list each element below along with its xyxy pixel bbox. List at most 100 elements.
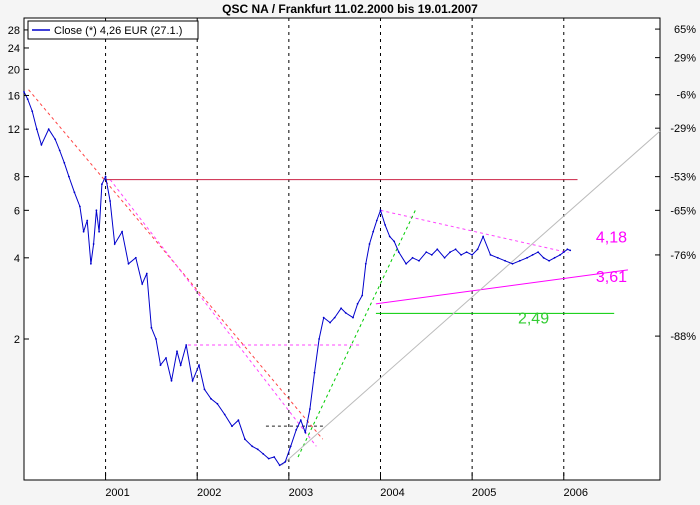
annotation-label-0: 4,18 xyxy=(596,230,627,247)
data-point xyxy=(262,453,265,455)
data-point xyxy=(101,183,103,186)
data-point xyxy=(155,338,157,340)
x-tick-label-2006: 2006 xyxy=(564,487,588,499)
data-point xyxy=(121,230,123,233)
data-point xyxy=(518,259,521,262)
data-point xyxy=(504,259,506,262)
y-tick-label-left-24: 24 xyxy=(8,43,20,55)
data-point xyxy=(531,254,534,256)
data-point xyxy=(566,248,569,251)
data-point xyxy=(176,350,178,353)
y-tick-label-left-6: 6 xyxy=(14,205,20,217)
data-point xyxy=(368,243,371,245)
y-tick-label-left-8: 8 xyxy=(14,172,20,184)
data-point xyxy=(198,364,200,366)
y-tick-label-left-2: 2 xyxy=(14,334,20,346)
data-point xyxy=(191,379,194,382)
data-point xyxy=(278,464,281,467)
data-point xyxy=(216,402,219,405)
x-tick-label-2005: 2005 xyxy=(472,487,496,499)
data-point xyxy=(165,357,167,359)
data-point xyxy=(284,461,287,463)
trendline-4 xyxy=(375,269,628,305)
data-point xyxy=(471,254,473,256)
data-point xyxy=(31,110,34,112)
annotation-layer: 4,18 3,61 2,49 xyxy=(518,230,627,328)
data-point xyxy=(159,364,162,366)
data-point xyxy=(104,175,107,178)
data-point xyxy=(251,445,254,448)
legend: Close (*) 4,26 EUR (27.1.) xyxy=(27,20,199,40)
data-point xyxy=(569,249,572,252)
axis-layer: 2001 2002 2003 2004 2005 2006 28 24 20 16 12 8 6 4 2 65… xyxy=(8,24,696,499)
x-tick-label-2002: 2002 xyxy=(197,487,221,499)
data-point xyxy=(40,143,43,146)
data-point xyxy=(329,321,331,324)
data-point xyxy=(388,235,391,238)
data-point xyxy=(73,191,76,194)
data-point xyxy=(179,364,182,366)
data-point xyxy=(322,316,325,319)
data-point xyxy=(203,388,206,391)
data-point xyxy=(309,408,311,410)
data-point xyxy=(411,256,414,259)
y-tick-label-right: -65% xyxy=(670,205,696,217)
trendline-0 xyxy=(28,89,324,440)
data-point xyxy=(273,456,276,458)
data-point xyxy=(47,128,50,131)
legend-box xyxy=(27,20,199,40)
data-point xyxy=(210,397,212,400)
data-point xyxy=(553,256,556,259)
data-point xyxy=(295,429,298,431)
annotation-label-1: 3,61 xyxy=(596,269,627,286)
data-point xyxy=(318,338,320,340)
y-tick-label-right: 29% xyxy=(674,53,696,65)
data-point xyxy=(364,262,367,265)
data-point xyxy=(352,316,354,319)
y-tick-label-right: -53% xyxy=(670,172,696,184)
data-point xyxy=(98,230,100,233)
data-point xyxy=(86,219,89,222)
y-tick-label-left-28: 28 xyxy=(8,25,20,37)
data-point xyxy=(465,251,468,254)
data-point xyxy=(405,262,407,265)
data-point xyxy=(68,175,70,178)
data-point xyxy=(289,445,292,448)
data-point xyxy=(244,438,246,441)
data-point xyxy=(237,419,240,422)
data-point xyxy=(537,251,539,254)
data-point xyxy=(393,240,396,243)
data-point xyxy=(223,413,226,416)
series-layer xyxy=(23,91,572,467)
x-tick-label-2003: 2003 xyxy=(289,487,313,499)
data-point xyxy=(231,425,233,428)
data-point xyxy=(256,448,259,451)
data-point xyxy=(425,251,428,254)
legend-label: Close (*) 4,26 EUR (27.1.) xyxy=(54,25,182,37)
data-point xyxy=(372,230,375,233)
data-point xyxy=(109,200,111,202)
grid-layer xyxy=(105,18,565,480)
data-point xyxy=(134,256,137,259)
data-point xyxy=(90,262,92,265)
data-point xyxy=(170,379,173,382)
annotation-label-2: 2,49 xyxy=(518,311,549,328)
plot-area xyxy=(23,17,661,481)
data-point xyxy=(562,251,565,254)
trendline-9 xyxy=(281,130,661,466)
series-line-close xyxy=(23,91,571,466)
data-point xyxy=(418,259,420,262)
data-point xyxy=(375,219,378,222)
data-point xyxy=(313,371,316,374)
y-tick-label-right: 65% xyxy=(674,24,696,36)
data-point xyxy=(443,256,446,259)
data-point xyxy=(185,344,188,346)
data-point xyxy=(82,230,85,233)
data-point xyxy=(26,98,29,101)
data-point xyxy=(150,326,153,329)
data-point xyxy=(526,256,528,259)
data-point xyxy=(482,235,484,238)
y-tick-label-left-20: 20 xyxy=(8,64,20,76)
data-point xyxy=(436,248,439,251)
